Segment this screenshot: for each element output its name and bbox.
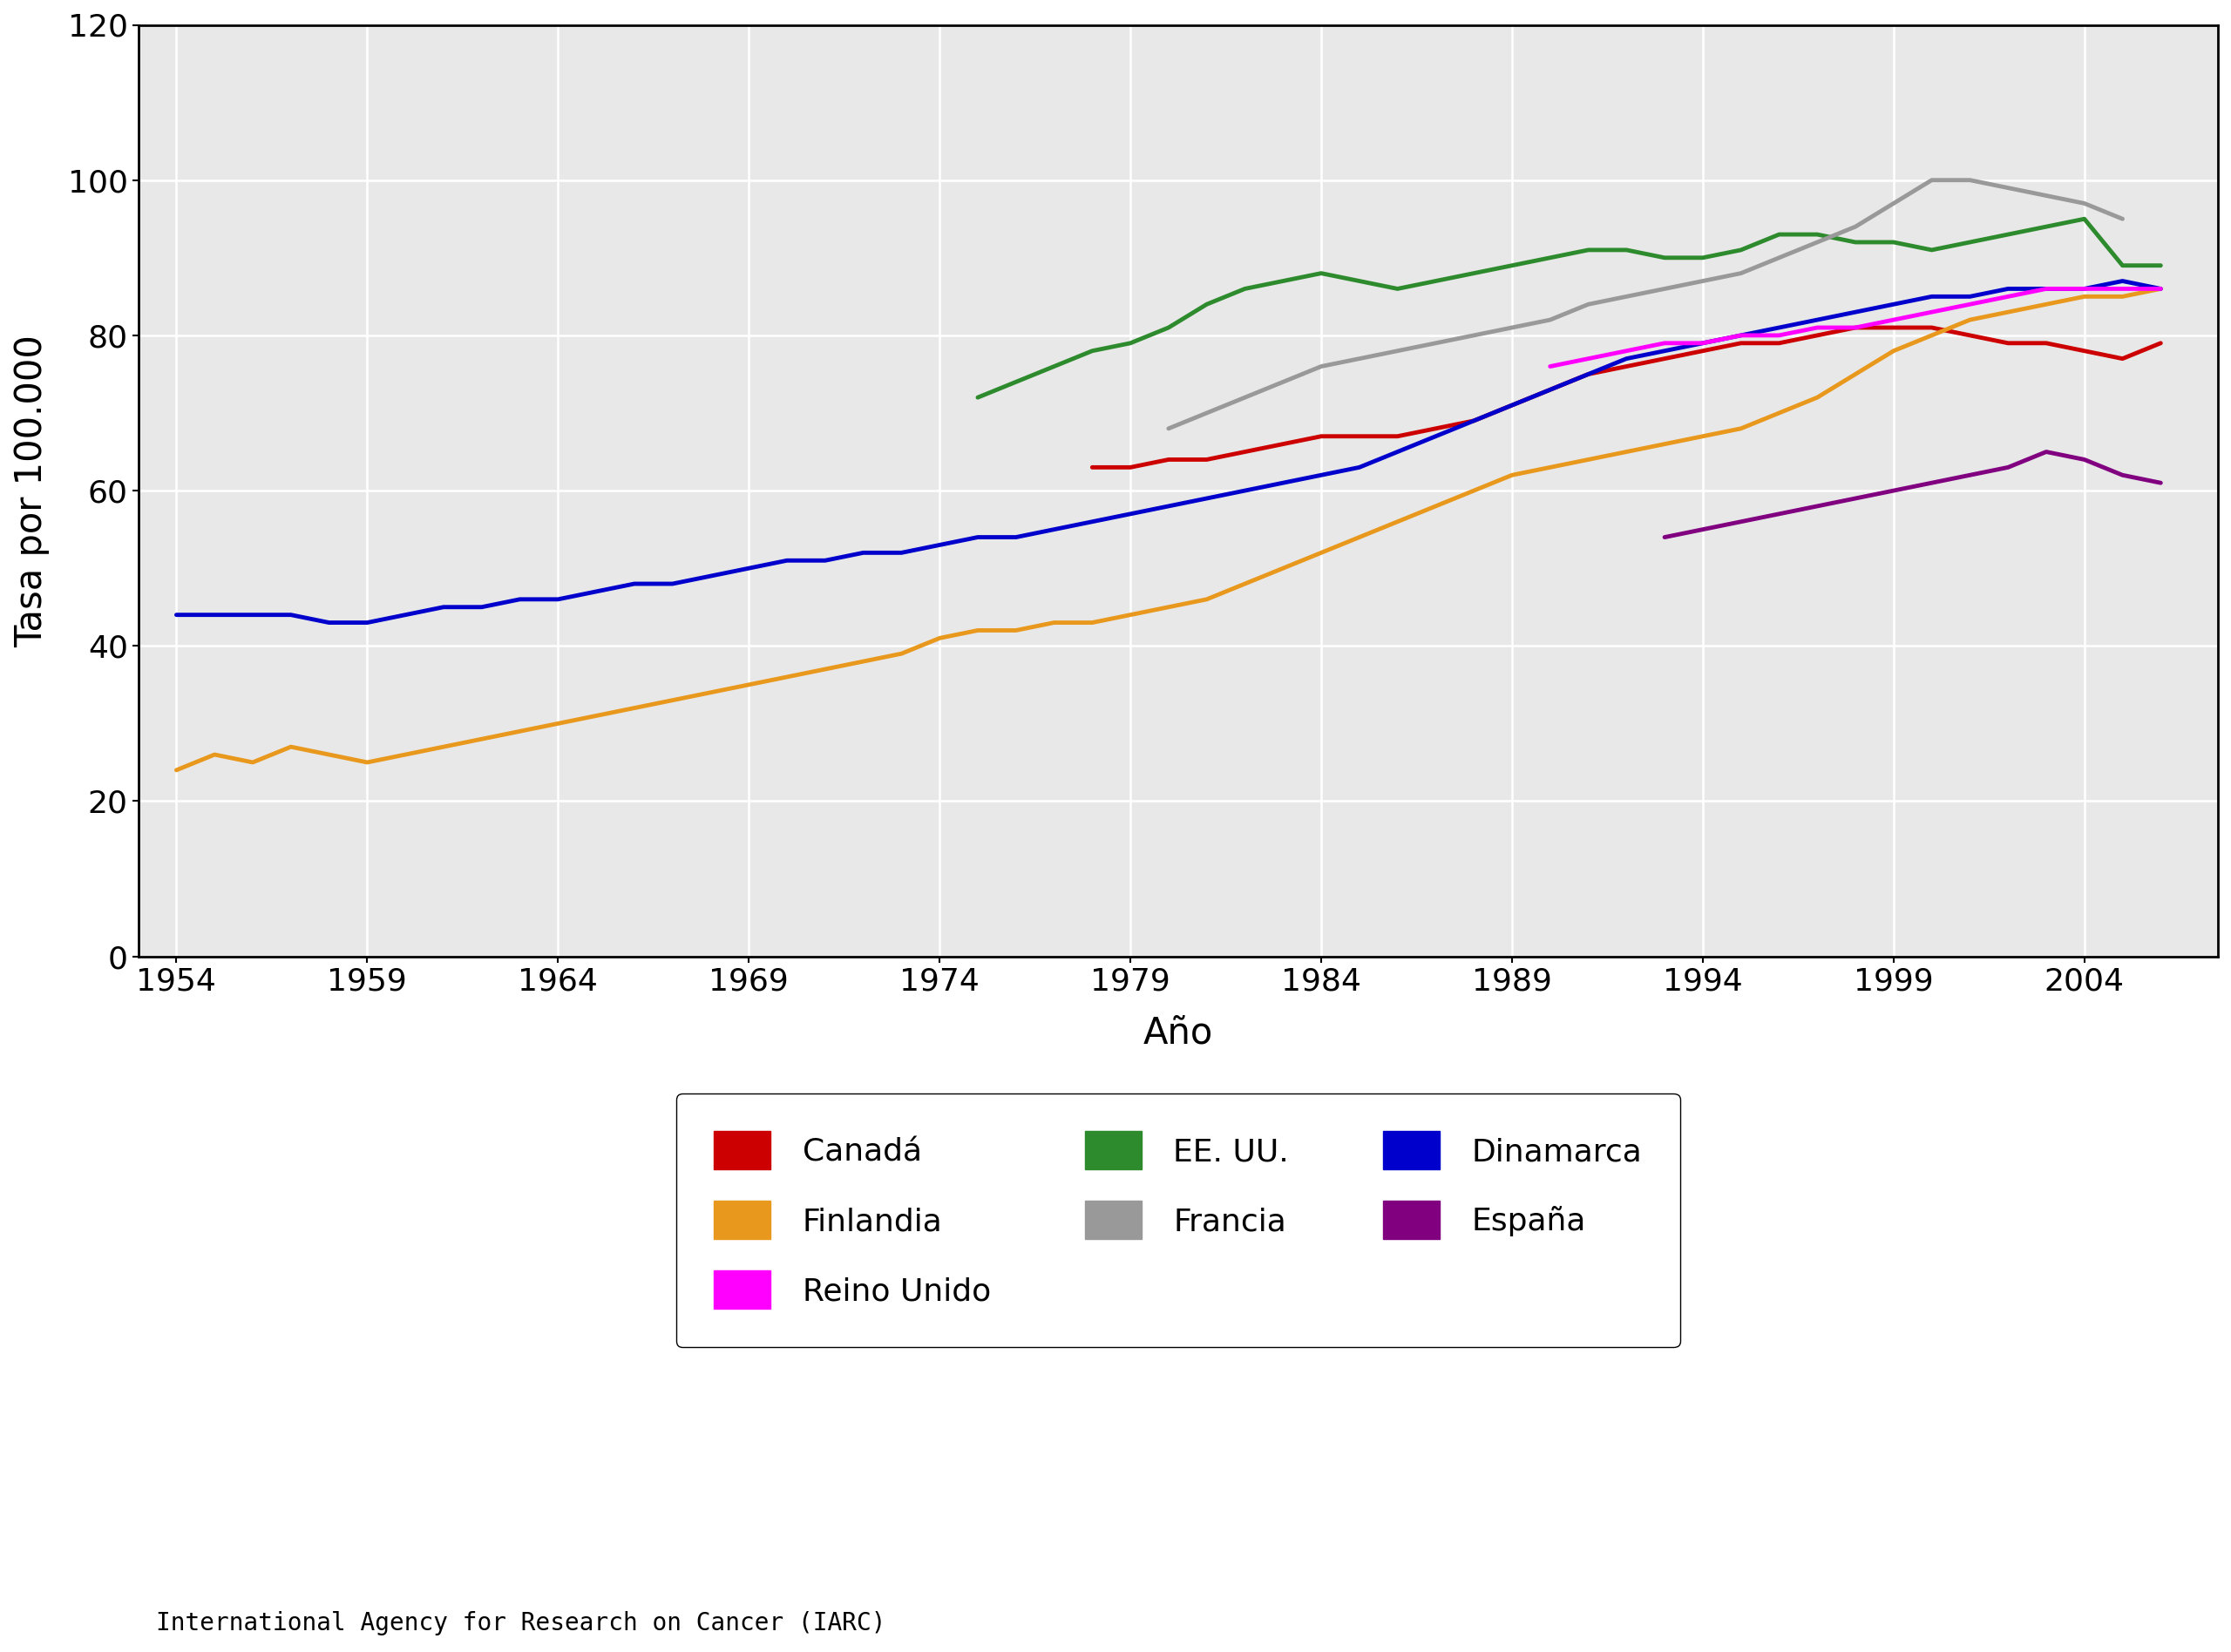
X-axis label: Año: Año (1142, 1014, 1214, 1051)
Y-axis label: Tasa por 100.000: Tasa por 100.000 (13, 334, 49, 648)
Text: International Agency for Research on Cancer (IARC): International Agency for Research on Can… (156, 1611, 886, 1635)
Legend: Canadá, Finlandia, Reino Unido, EE. UU., Francia, Dinamarca, España: Canadá, Finlandia, Reino Unido, EE. UU.,… (676, 1094, 1680, 1346)
